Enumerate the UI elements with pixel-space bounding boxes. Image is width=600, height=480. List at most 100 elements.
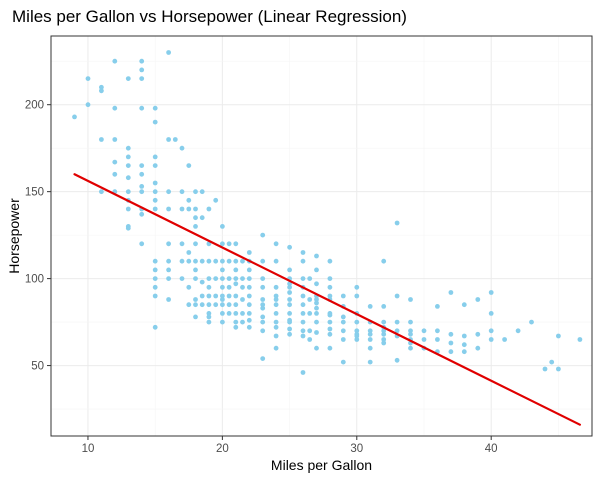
y-tick-label: 200 (25, 100, 44, 112)
data-point (475, 345, 481, 351)
data-point (240, 319, 245, 325)
data-point (220, 258, 225, 264)
data-point (307, 337, 313, 342)
data-point (152, 105, 158, 111)
data-point (166, 50, 172, 55)
data-point (139, 67, 145, 73)
data-point (233, 258, 239, 264)
data-point (461, 349, 467, 355)
data-point (213, 197, 219, 203)
data-point (488, 328, 494, 334)
data-point (166, 206, 172, 212)
data-point (314, 267, 319, 273)
data-point (300, 311, 306, 316)
data-point (240, 297, 245, 302)
data-point (273, 345, 279, 351)
data-point (314, 297, 319, 302)
data-point (287, 297, 292, 302)
data-point (199, 189, 205, 195)
data-point (233, 293, 239, 299)
data-point (193, 297, 198, 302)
data-point (206, 276, 212, 281)
data-point (125, 76, 131, 81)
data-point (381, 340, 387, 346)
data-point (327, 284, 333, 290)
data-point (179, 206, 185, 212)
data-point (85, 76, 91, 81)
data-point (125, 163, 131, 169)
data-point (139, 76, 145, 81)
data-point (300, 302, 306, 308)
data-point (260, 302, 266, 308)
data-point (340, 319, 346, 325)
data-points (72, 50, 583, 375)
data-point (166, 267, 172, 273)
data-point (327, 326, 333, 332)
data-point (260, 276, 266, 281)
data-point (139, 241, 145, 247)
data-point (179, 189, 185, 195)
data-point (246, 293, 252, 299)
data-point (300, 333, 306, 339)
data-point (260, 232, 266, 238)
data-point (220, 302, 225, 308)
chart-title: Miles per Gallon vs Horsepower (Linear R… (12, 7, 407, 26)
data-point (381, 337, 387, 342)
data-point (260, 258, 266, 264)
data-point (307, 297, 313, 302)
data-point (139, 163, 145, 169)
x-tick-label: 30 (350, 443, 363, 455)
data-point (246, 302, 252, 308)
data-point (246, 284, 252, 290)
data-point (220, 224, 225, 229)
data-point (381, 328, 387, 334)
data-point (327, 276, 333, 281)
data-point (246, 250, 252, 255)
data-point (206, 284, 212, 290)
data-point (125, 175, 131, 181)
data-point (206, 319, 212, 325)
data-point (152, 119, 158, 125)
data-point (152, 180, 158, 186)
data-point (193, 302, 198, 308)
data-point (112, 137, 118, 142)
data-point (193, 258, 198, 264)
data-point (166, 137, 172, 142)
data-point (206, 206, 212, 212)
data-point (273, 293, 279, 299)
data-point (367, 304, 373, 309)
data-point (556, 366, 561, 372)
x-tick-label: 40 (485, 443, 498, 455)
y-tick-label: 100 (25, 274, 44, 286)
data-point (461, 302, 467, 308)
data-point (240, 284, 245, 290)
data-point (206, 302, 212, 308)
data-point (273, 284, 279, 290)
data-point (381, 319, 387, 325)
data-point (340, 359, 346, 365)
data-point (152, 267, 158, 273)
data-point (287, 302, 292, 308)
data-point (260, 319, 266, 325)
data-point (287, 311, 292, 316)
data-point (213, 302, 219, 308)
data-point (125, 145, 131, 151)
data-point (381, 331, 387, 337)
data-point (206, 314, 212, 320)
data-point (240, 311, 245, 316)
data-point (112, 105, 118, 111)
data-point (166, 258, 172, 264)
data-point (488, 311, 494, 316)
data-point (307, 328, 313, 334)
data-point (549, 359, 555, 365)
data-point (186, 258, 192, 264)
data-point (152, 189, 158, 195)
data-point (367, 331, 373, 337)
data-point (314, 253, 319, 259)
data-point (381, 258, 387, 264)
data-point (213, 258, 219, 264)
regression-line-group (73, 173, 582, 426)
data-point (193, 314, 198, 320)
